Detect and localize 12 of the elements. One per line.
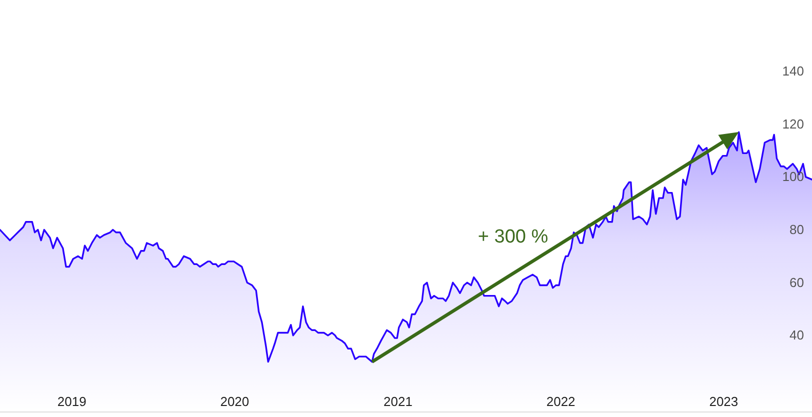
x-tick-label: 2022 — [546, 394, 576, 410]
y-tick-label: 80 — [790, 222, 804, 237]
y-tick-label: 120 — [782, 116, 804, 132]
y-tick-label: 100 — [782, 169, 804, 184]
x-tick-label: 2019 — [57, 394, 86, 410]
annotation: + 300 % — [478, 226, 548, 248]
y-tick-label: 40 — [790, 328, 804, 343]
x-tick-label: 2021 — [384, 394, 412, 410]
y-tick-label: 60 — [790, 274, 804, 290]
y-tick-label: 140 — [782, 63, 804, 78]
x-tick-label: 2023 — [709, 394, 738, 410]
x-tick-label: 2020 — [220, 394, 250, 410]
